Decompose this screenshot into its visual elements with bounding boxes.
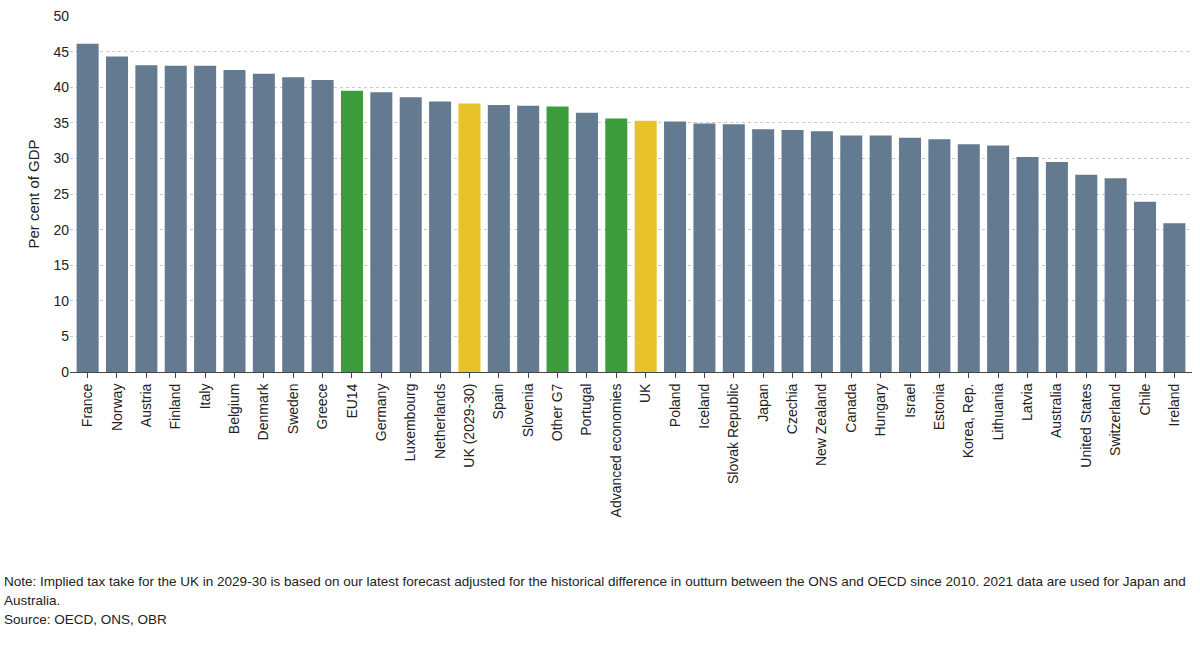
svg-text:Advanced economies: Advanced economies <box>608 384 624 518</box>
svg-text:Korea, Rep.: Korea, Rep. <box>960 384 976 459</box>
svg-text:20: 20 <box>53 222 69 238</box>
svg-text:Canada: Canada <box>843 383 859 432</box>
svg-text:Czechia: Czechia <box>784 383 800 434</box>
svg-text:France: France <box>79 383 95 427</box>
svg-text:35: 35 <box>53 115 69 131</box>
svg-text:15: 15 <box>53 257 69 273</box>
svg-text:Ireland: Ireland <box>1166 384 1182 427</box>
svg-text:Latvia: Latvia <box>1019 383 1035 421</box>
svg-text:Hungary: Hungary <box>872 384 888 437</box>
svg-text:Luxembourg: Luxembourg <box>402 384 418 462</box>
svg-text:40: 40 <box>53 79 69 95</box>
svg-text:New Zealand: New Zealand <box>813 384 829 467</box>
svg-text:Slovak Republic: Slovak Republic <box>725 384 741 484</box>
svg-text:25: 25 <box>53 186 69 202</box>
svg-text:Slovenia: Slovenia <box>520 383 536 437</box>
svg-text:Estonia: Estonia <box>931 383 947 430</box>
svg-text:Austria: Austria <box>138 383 154 427</box>
svg-text:45: 45 <box>53 44 69 60</box>
svg-text:UK (2029-30): UK (2029-30) <box>461 384 477 468</box>
svg-text:Netherlands: Netherlands <box>432 384 448 460</box>
svg-text:Finland: Finland <box>167 384 183 430</box>
svg-text:Italy: Italy <box>197 384 213 410</box>
svg-text:30: 30 <box>53 150 69 166</box>
svg-text:0: 0 <box>61 364 69 380</box>
html-text:Note: Implied tax take for the: Note: Implied tax take for the UK in 202… <box>4 574 1186 608</box>
svg-text:United States: United States <box>1078 384 1094 468</box>
svg-text:10: 10 <box>53 293 69 309</box>
svg-text:Lithuania: Lithuania <box>990 383 1006 440</box>
svg-text:Other G7: Other G7 <box>549 383 565 441</box>
svg-text:Belgium: Belgium <box>226 384 242 435</box>
svg-text:50: 50 <box>53 8 69 24</box>
svg-text:Denmark: Denmark <box>255 383 271 441</box>
svg-text:Poland: Poland <box>667 384 683 428</box>
svg-text:Sweden: Sweden <box>285 384 301 435</box>
svg-text:Japan: Japan <box>755 384 771 422</box>
svg-text:Spain: Spain <box>490 384 506 420</box>
svg-text:Portugal: Portugal <box>578 384 594 436</box>
svg-text:Per cent of GDP: Per cent of GDP <box>25 139 42 248</box>
svg-text:Greece: Greece <box>314 383 330 429</box>
svg-text:Israel: Israel <box>902 384 918 418</box>
svg-text:Norway: Norway <box>109 384 125 431</box>
svg-text:UK: UK <box>637 383 653 403</box>
svg-text:5: 5 <box>61 328 69 344</box>
svg-text:Chile: Chile <box>1137 383 1153 415</box>
svg-text:Australia: Australia <box>1048 383 1064 438</box>
svg-text:EU14: EU14 <box>344 383 360 418</box>
html-text:Source: OECD, ONS, OBR: Source: OECD, ONS, OBR <box>4 612 167 627</box>
svg-text:Switzerland: Switzerland <box>1107 384 1123 456</box>
svg-text:Germany: Germany <box>373 384 389 442</box>
svg-text:Iceland: Iceland <box>696 384 712 429</box>
